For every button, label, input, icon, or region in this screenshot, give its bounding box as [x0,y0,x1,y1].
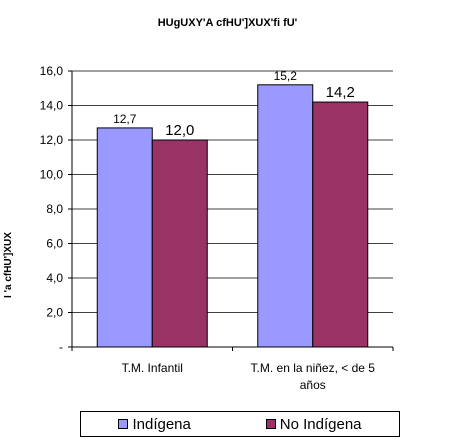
y-tick-label: 2,0 [46,306,63,320]
x-tick-label: T.M. en la niñez, < de 5 [251,361,376,375]
chart-title: HUgUXY'A cfHU']XUX'fi fU' [157,17,298,29]
legend-item-no-indigena: No Indígena [265,415,362,433]
legend-item-indigena: Indígena [118,415,191,433]
y-tick-label: - [59,340,63,354]
legend-swatch-no-indigena [265,419,276,429]
legend-label-indigena: Indígena [132,415,191,433]
y-tick-label: 6,0 [46,237,63,251]
y-tick-label: 10,0 [40,168,64,182]
y-tick-label: 8,0 [46,202,63,216]
bar [312,101,369,348]
bar [257,84,314,348]
bar-chart: - 2,0 4,0 6,0 8,0 10,0 12,0 14,0 16,0 12,7 12,0 T.M… [40,64,394,392]
bar [151,139,208,348]
legend-swatch-indigena [118,419,129,429]
y-tick-label: 16,0 [40,64,64,78]
x-tick-label: T.M. Infantil [122,361,183,375]
data-label: 12,0 [165,122,194,139]
data-label: 15,2 [274,69,298,83]
y-tick-label: 4,0 [46,271,63,285]
x-tick-label: años [300,378,326,392]
data-label: 14,2 [326,84,355,101]
y-tick-label: 12,0 [40,133,64,147]
legend: Indígena No Indígena [80,411,400,437]
legend-label-no-indigena: No Indígena [279,415,362,433]
bar [96,127,153,348]
data-label: 12,7 [113,112,137,126]
y-tick-label: 14,0 [40,99,64,113]
